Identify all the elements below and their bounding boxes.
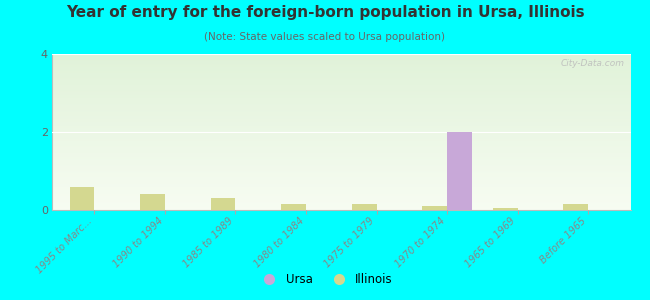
Bar	[211, 198, 235, 210]
Legend: Ursa, Illinois: Ursa, Illinois	[253, 269, 397, 291]
Bar	[352, 204, 376, 210]
Bar	[493, 208, 517, 210]
Bar	[422, 206, 447, 210]
Bar	[281, 204, 306, 210]
Bar	[564, 204, 588, 210]
Text: (Note: State values scaled to Ursa population): (Note: State values scaled to Ursa popul…	[205, 32, 445, 41]
Bar	[447, 132, 472, 210]
Bar	[70, 187, 94, 210]
Text: Year of entry for the foreign-born population in Ursa, Illinois: Year of entry for the foreign-born popul…	[66, 4, 584, 20]
Bar	[140, 194, 165, 210]
Text: City-Data.com: City-Data.com	[561, 59, 625, 68]
